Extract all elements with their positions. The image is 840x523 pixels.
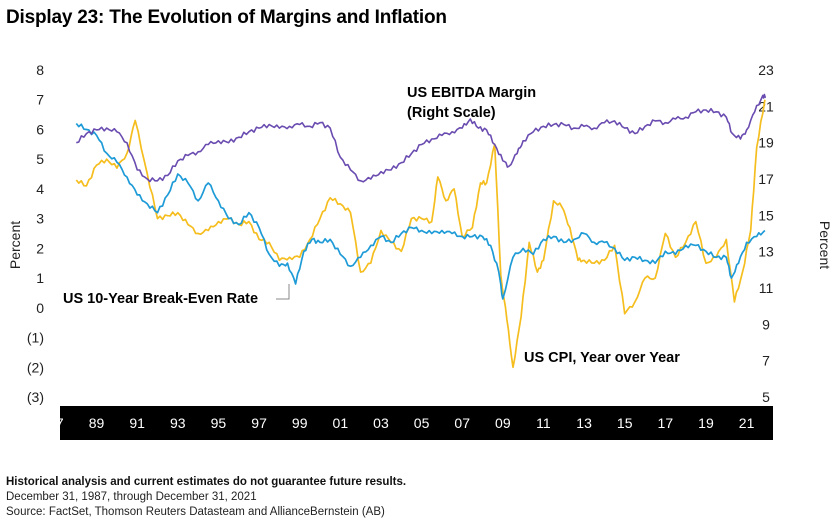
left-tick-label: 0 — [36, 300, 44, 316]
series-line-cpi — [75, 99, 766, 369]
ebitda-scale-label: (Right Scale) — [407, 105, 496, 121]
left-tick-label: 4 — [36, 181, 44, 197]
right-tick-label: 17 — [758, 171, 774, 187]
left-tick-label: 8 — [36, 62, 44, 78]
x-axis-band — [60, 406, 773, 440]
right-tick-label: 19 — [758, 135, 774, 151]
x-tick-label: 17 — [658, 415, 674, 431]
x-tick-label: 95 — [211, 415, 227, 431]
ebitda-label: US EBITDA Margin — [407, 85, 536, 101]
breakeven-leader-line — [276, 284, 290, 300]
x-tick-label: 89 — [89, 415, 105, 431]
right-tick-label: 13 — [758, 244, 774, 260]
x-tick-label: 99 — [292, 415, 308, 431]
right-axis-title: Percent — [817, 221, 833, 269]
x-tick-label: 01 — [333, 415, 349, 431]
left-axis-title: Percent — [7, 221, 23, 269]
right-tick-label: 15 — [758, 207, 774, 223]
x-tick-label: 07 — [454, 415, 470, 431]
right-tick-label: 9 — [762, 316, 770, 332]
left-tick-label: 5 — [36, 151, 44, 167]
x-tick-label: 91 — [129, 415, 145, 431]
period-note: December 31, 1987, through December 31, … — [6, 491, 257, 503]
right-tick-label: 11 — [759, 280, 774, 296]
right-tick-label: 7 — [762, 353, 770, 369]
left-tick-label: 7 — [36, 92, 44, 108]
x-tick-label: 15 — [617, 415, 633, 431]
series-lines — [75, 93, 766, 369]
x-tick-label: 97 — [251, 415, 267, 431]
right-tick-label: 21 — [758, 98, 774, 114]
disclaimer-note: Historical analysis and current estimate… — [6, 476, 407, 488]
x-tick-label: 05 — [414, 415, 430, 431]
cpi-label: US CPI, Year over Year — [524, 350, 680, 366]
series-line-ebitda — [76, 93, 766, 183]
x-tick-label: 11 — [536, 415, 551, 431]
left-tick-label: 6 — [36, 121, 44, 137]
chart-title: Display 23: The Evolution of Margins and… — [6, 7, 447, 28]
left-tick-label: (3) — [27, 389, 44, 405]
left-tick-label: 1 — [36, 270, 44, 286]
source-note: Source: FactSet, Thomson Reuters Dataste… — [6, 506, 385, 518]
x-tick-label: 09 — [495, 415, 511, 431]
x-tick-label: 87 — [48, 415, 64, 431]
right-tick-label: 5 — [762, 389, 770, 405]
right-tick-label: 23 — [758, 62, 774, 78]
x-tick-label: 19 — [698, 415, 714, 431]
annotations: US EBITDA Margin (Right Scale) US 10-Year … — [63, 85, 680, 366]
left-tick-label: 3 — [36, 211, 44, 227]
axis-tick-labels: (3)(2)(1)01234567857911131517192123Perce… — [7, 62, 833, 440]
x-tick-label: 03 — [373, 415, 389, 431]
left-tick-label: (2) — [27, 359, 44, 375]
left-tick-label: (1) — [27, 330, 44, 346]
breakeven-label: US 10-Year Break-Even Rate — [63, 291, 258, 307]
x-tick-label: 93 — [170, 415, 186, 431]
x-tick-label: 13 — [576, 415, 592, 431]
left-tick-label: 2 — [36, 240, 44, 256]
series-line-breakeven — [75, 122, 766, 300]
x-tick-label: 21 — [739, 415, 755, 431]
